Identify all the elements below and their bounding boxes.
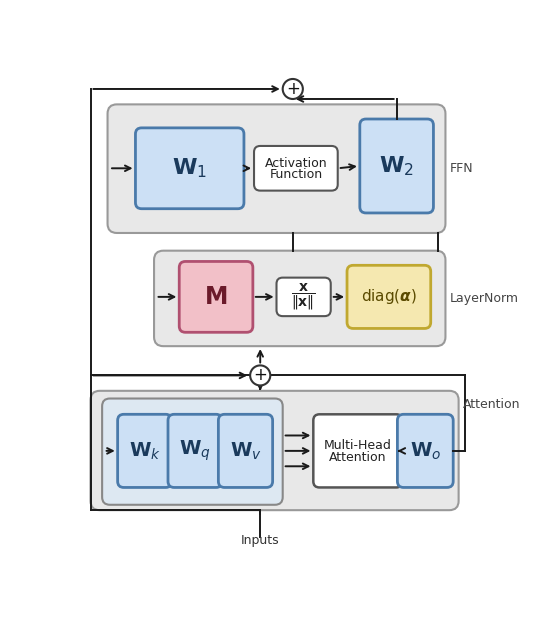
Circle shape — [250, 366, 270, 386]
FancyBboxPatch shape — [347, 265, 431, 329]
Text: $\mathbf{W}_o$: $\mathbf{W}_o$ — [409, 440, 441, 461]
FancyBboxPatch shape — [136, 128, 244, 208]
Text: $\mathbf{W}_k$: $\mathbf{W}_k$ — [129, 440, 161, 461]
Text: $\mathbf{W}_q$: $\mathbf{W}_q$ — [179, 439, 211, 463]
FancyBboxPatch shape — [90, 391, 458, 510]
Text: Activation: Activation — [265, 157, 327, 170]
FancyBboxPatch shape — [218, 414, 273, 488]
FancyBboxPatch shape — [108, 105, 445, 233]
Text: Function: Function — [270, 168, 322, 181]
Text: $\mathbf{W}_2$: $\mathbf{W}_2$ — [379, 154, 414, 178]
Text: $+$: $+$ — [286, 80, 300, 98]
FancyBboxPatch shape — [154, 250, 445, 346]
Text: Inputs: Inputs — [241, 535, 280, 548]
Text: $+$: $+$ — [253, 366, 267, 384]
FancyBboxPatch shape — [102, 399, 282, 505]
FancyBboxPatch shape — [118, 414, 172, 488]
Text: FFN: FFN — [449, 162, 473, 175]
Text: $\mathbf{W}_v$: $\mathbf{W}_v$ — [230, 440, 261, 461]
Text: LayerNorm: LayerNorm — [449, 292, 518, 305]
Text: Attention: Attention — [463, 398, 520, 411]
Text: Attention: Attention — [329, 451, 387, 463]
Text: $\mathbf{W}_1$: $\mathbf{W}_1$ — [172, 156, 207, 180]
FancyBboxPatch shape — [254, 146, 338, 191]
FancyBboxPatch shape — [168, 414, 222, 488]
FancyBboxPatch shape — [360, 119, 434, 213]
FancyBboxPatch shape — [398, 414, 453, 488]
Text: $\dfrac{\mathbf{x}}{\|\mathbf{x}\|}$: $\dfrac{\mathbf{x}}{\|\mathbf{x}\|}$ — [291, 282, 316, 312]
FancyBboxPatch shape — [277, 277, 331, 316]
Circle shape — [282, 79, 303, 99]
Text: Multi-Head: Multi-Head — [324, 439, 392, 452]
FancyBboxPatch shape — [179, 262, 253, 332]
Text: $\mathrm{diag}(\boldsymbol{\alpha})$: $\mathrm{diag}(\boldsymbol{\alpha})$ — [361, 287, 417, 306]
Text: $\mathbf{M}$: $\mathbf{M}$ — [204, 285, 228, 309]
FancyBboxPatch shape — [313, 414, 402, 488]
